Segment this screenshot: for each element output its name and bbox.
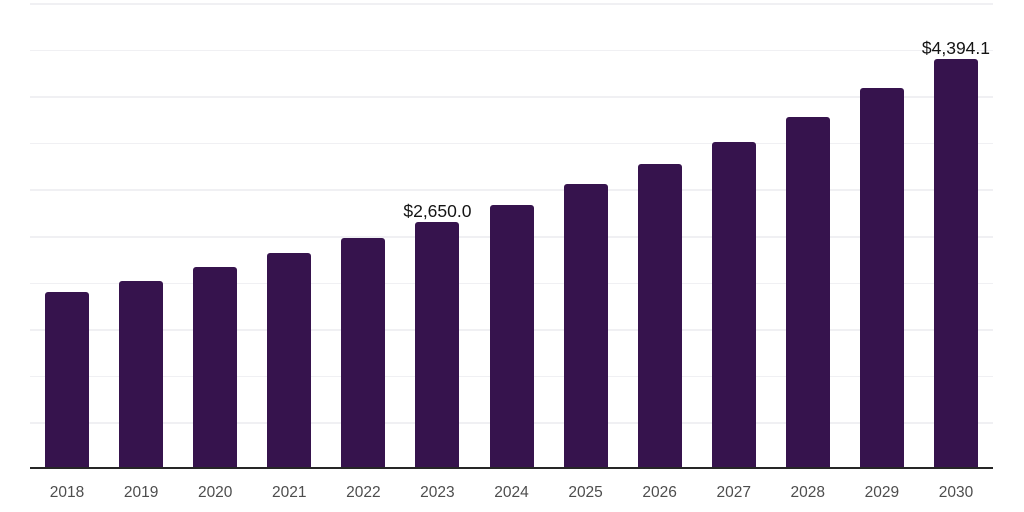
bar-2028[interactable]: [785, 116, 830, 469]
x-tick-2019: 2019: [123, 484, 159, 501]
x-tick-2024: 2024: [494, 484, 529, 501]
gridline: [30, 189, 993, 191]
bar-2020[interactable]: [193, 266, 238, 469]
x-tick-2023: 2023: [420, 484, 455, 501]
gridline: [30, 96, 993, 98]
bar-2025[interactable]: [563, 183, 608, 469]
x-tick-2020: 2020: [197, 484, 233, 501]
data-label-2023: $2,650.0: [403, 201, 472, 222]
bar-2019[interactable]: [119, 280, 164, 469]
x-tick-2026: 2026: [642, 484, 677, 501]
x-axis-line: [30, 467, 993, 470]
bar-2023[interactable]: [415, 222, 460, 469]
gridline: [30, 49, 993, 52]
x-tick-2029: 2029: [864, 484, 900, 501]
bar-2022[interactable]: [341, 237, 386, 469]
x-tick-2027: 2027: [716, 484, 751, 501]
x-tick-2028: 2028: [790, 484, 826, 501]
x-tick-2018: 2018: [49, 484, 85, 501]
bar-2026[interactable]: [637, 164, 682, 469]
bar-2024[interactable]: [489, 205, 534, 469]
bar-2021[interactable]: [267, 252, 312, 469]
gridline: [30, 3, 993, 5]
gridline: [30, 142, 993, 145]
bar-2030[interactable]: [933, 59, 978, 469]
x-tick-2021: 2021: [272, 484, 307, 501]
bar-2027[interactable]: [711, 141, 756, 469]
plot-area: [30, 3, 993, 469]
x-tick-2030: 2030: [938, 484, 974, 501]
x-tick-2022: 2022: [346, 484, 381, 501]
data-label-2030: $4,394.1: [921, 38, 991, 59]
x-tick-2025: 2025: [568, 484, 603, 501]
bar-2018[interactable]: [45, 291, 90, 469]
bar-2029[interactable]: [859, 87, 904, 469]
